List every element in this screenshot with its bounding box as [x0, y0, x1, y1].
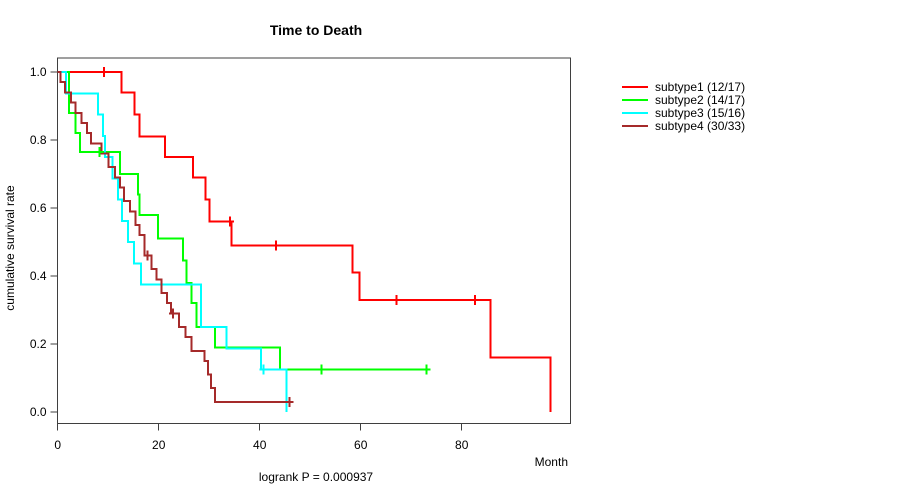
survival-curve-subtype4	[57, 71, 290, 403]
logrank-p-value: logrank P = 0.000937	[259, 470, 374, 484]
legend-item: subtype2 (14/17)	[622, 93, 745, 107]
plot-frame	[57, 57, 571, 424]
censor-tick	[285, 396, 294, 407]
x-tick-label: 20	[152, 438, 166, 452]
legend-item: subtype4 (30/33)	[622, 119, 745, 133]
y-tick-label: 1.0	[30, 65, 47, 79]
survival-curve-subtype1	[57, 71, 552, 412]
legend-label: subtype4 (30/33)	[655, 119, 745, 133]
survival-curve-subtype3	[57, 71, 288, 412]
censor-tick	[259, 364, 268, 375]
legend-item: subtype1 (12/17)	[622, 80, 745, 94]
x-axis-label: Month	[535, 455, 568, 469]
x-tick-label: 80	[455, 438, 469, 452]
censor-tick	[271, 240, 280, 251]
legend-label: subtype1 (12/17)	[655, 80, 745, 94]
y-tick-label: 0.2	[30, 337, 47, 351]
y-axis-label: cumulative survival rate	[3, 185, 17, 311]
x-tick-label: 60	[354, 438, 368, 452]
censor-tick	[392, 294, 401, 305]
x-axis-ticks: 0 20 40 60 80	[54, 423, 469, 452]
y-axis-ticks: 0.0 0.2 0.4 0.6 0.8 1.0	[30, 65, 58, 419]
x-tick-label: 0	[54, 438, 61, 452]
censor-tick	[317, 364, 326, 375]
censor-tick	[95, 146, 104, 157]
x-tick-label: 40	[253, 438, 267, 452]
y-tick-label: 0.6	[30, 201, 47, 215]
survival-curve-subtype2	[57, 71, 427, 371]
chart-title: Time to Death	[270, 22, 362, 38]
legend-label: subtype2 (14/17)	[655, 93, 745, 107]
y-tick-label: 0.8	[30, 133, 47, 147]
censor-tick	[168, 308, 177, 319]
legend-label: subtype3 (15/16)	[655, 106, 745, 120]
y-tick-label: 0.4	[30, 269, 47, 283]
censor-tick	[470, 294, 479, 305]
survival-curves	[57, 71, 552, 412]
censor-tick	[100, 67, 109, 77]
y-tick-label: 0.0	[30, 405, 47, 419]
censor-tick	[422, 364, 431, 375]
legend: subtype1 (12/17)subtype2 (14/17)subtype3…	[622, 80, 745, 133]
censor-tick	[225, 216, 234, 227]
censor-tick	[143, 250, 152, 261]
legend-item: subtype3 (15/16)	[622, 106, 745, 120]
censor-marks	[95, 67, 479, 407]
